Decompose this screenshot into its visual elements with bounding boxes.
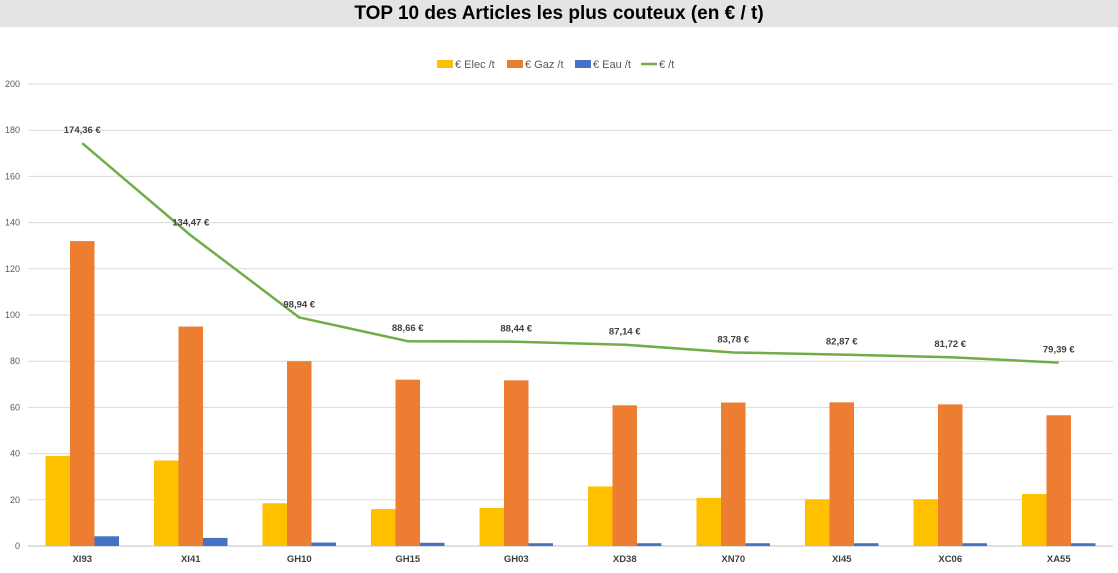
bar-eau (311, 542, 336, 546)
bar-elec (154, 460, 179, 546)
bar-elec (479, 507, 504, 546)
bar-gaz (938, 404, 963, 546)
bar-gaz (178, 326, 203, 546)
bar-elec (45, 455, 70, 546)
y-tick-label: 0 (15, 541, 20, 551)
data-label: 81,72 € (934, 339, 966, 350)
bar-gaz (287, 361, 312, 546)
data-label: 134,47 € (172, 217, 210, 228)
y-tick-label: 60 (10, 402, 20, 412)
x-tick-label: GH03 (504, 554, 529, 565)
data-label: 174,36 € (64, 125, 102, 136)
data-label: 79,39 € (1043, 345, 1075, 356)
y-tick-label: 140 (5, 218, 20, 228)
legend-swatch-gaz (507, 60, 523, 68)
bar-eau (528, 543, 553, 546)
bar-elec (1022, 494, 1047, 546)
bar-eau (1071, 543, 1096, 546)
bar-elec (588, 486, 613, 546)
bar-gaz (504, 380, 529, 546)
y-tick-label: 20 (10, 495, 20, 505)
bar-eau (962, 543, 987, 546)
x-tick-label: XI45 (832, 554, 852, 565)
legend-label: € Gaz /t (525, 59, 564, 71)
y-tick-label: 180 (5, 125, 20, 135)
legend-swatch-elec (437, 60, 453, 68)
y-tick-label: 80 (10, 356, 20, 366)
x-tick-label: XC06 (938, 554, 962, 565)
legend-label: € Elec /t (455, 59, 495, 71)
y-tick-label: 200 (5, 79, 20, 89)
data-label: 82,87 € (826, 337, 858, 348)
data-label: 98,94 € (283, 299, 315, 310)
bar-eau (637, 543, 662, 546)
x-tick-label: XA55 (1047, 554, 1071, 565)
bar-eau (203, 537, 228, 546)
bar-gaz (829, 402, 854, 546)
bar-gaz (395, 379, 420, 546)
legend-swatch-eau (575, 60, 591, 68)
line-total (81, 142, 1059, 364)
bar-gaz (721, 402, 746, 546)
bar-elec (805, 499, 830, 546)
bar-eau (420, 542, 445, 546)
legend-label: € Eau /t (593, 59, 631, 71)
bar-eau (94, 536, 119, 546)
bar-eau (854, 543, 879, 546)
y-tick-label: 120 (5, 264, 20, 274)
bar-elec (913, 499, 938, 546)
chart-title: TOP 10 des Articles les plus couteux (en… (354, 3, 764, 24)
y-tick-label: 160 (5, 171, 20, 181)
bar-gaz (612, 405, 637, 546)
x-tick-label: XN70 (721, 554, 745, 565)
data-label: 88,44 € (500, 324, 532, 335)
bar-elec (696, 497, 721, 546)
y-tick-label: 40 (10, 449, 20, 459)
x-tick-label: XI93 (72, 554, 92, 565)
bar-elec (371, 509, 396, 546)
data-label: 88,66 € (392, 323, 424, 334)
data-label: 83,78 € (717, 334, 749, 345)
bar-gaz (1046, 415, 1071, 546)
y-tick-label: 100 (5, 310, 20, 320)
bar-eau (745, 543, 770, 546)
x-tick-label: XD38 (613, 554, 637, 565)
bar-elec (262, 503, 287, 546)
x-tick-label: GH10 (287, 554, 312, 565)
data-label: 87,14 € (609, 327, 641, 338)
chart-title-bar (0, 0, 1118, 27)
x-tick-label: XI41 (181, 554, 201, 565)
bar-gaz (70, 241, 95, 546)
legend-label: € /t (659, 59, 674, 71)
x-tick-label: GH15 (395, 554, 421, 565)
